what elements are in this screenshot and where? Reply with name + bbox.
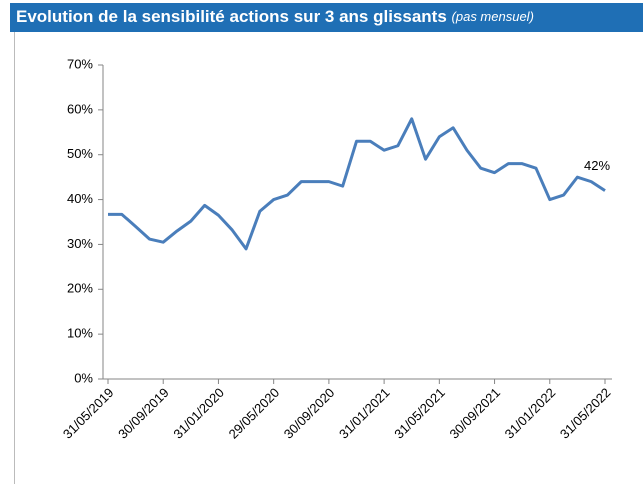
y-tick-label: 0% (74, 370, 93, 385)
y-tick-label: 70% (67, 56, 93, 71)
y-tick-label: 60% (67, 101, 93, 116)
y-tick-label: 40% (67, 191, 93, 206)
data-label: 42% (584, 158, 610, 173)
title-text: Evolution de la sensibilité actions sur … (16, 7, 447, 26)
title-bar (10, 3, 643, 32)
line (108, 117, 606, 251)
y-tick-label: 30% (67, 236, 93, 251)
y-tick-label: 50% (67, 146, 93, 161)
y-tick-label: 20% (67, 281, 93, 296)
subtitle-text: (pas mensuel) (452, 9, 534, 24)
y-tick-label: 10% (67, 326, 93, 341)
chart-title: Evolution de la sensibilité actions sur … (16, 7, 534, 26)
